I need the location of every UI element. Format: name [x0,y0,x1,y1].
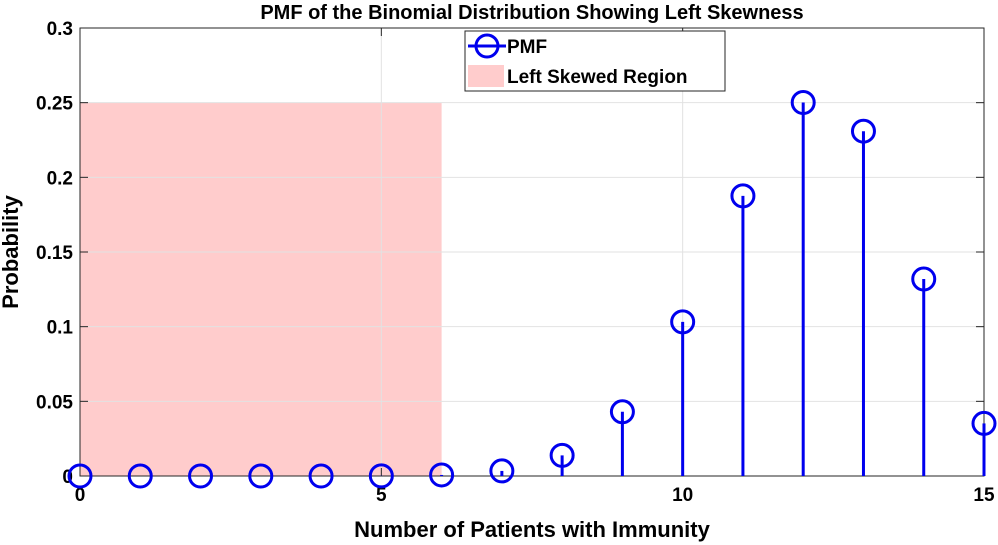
y-tick-label: 0.2 [47,168,73,189]
pmf-point [308,463,334,489]
pmf-point [790,90,816,116]
y-tick-label: 0.1 [47,318,74,339]
y-tick-label: 0.05 [36,392,73,413]
x-tick-label: 0 [75,485,86,506]
legend: PMF Left Skewed Region [464,30,726,92]
pmf-point [368,463,394,489]
x-tick-label: 10 [672,485,693,506]
x-tick-label: 5 [376,485,387,506]
pmf-point [730,183,756,209]
pmf-series [67,90,997,489]
x-axis-title: Number of Patients with Immunity [354,517,710,542]
pmf-point [248,463,274,489]
pmf-point [911,266,937,292]
y-tick-label: 0.15 [36,243,73,264]
pmf-point [127,463,153,489]
chart-title: PMF of the Binomial Distribution Showing… [260,2,803,24]
pmf-point [850,118,876,144]
x-tick-label: 15 [973,485,995,506]
y-tick-label: 0.25 [36,94,73,115]
pmf-point [489,458,515,484]
grid-lines [80,28,984,476]
pmf-point [188,463,214,489]
y-axis-title: Probability [0,194,23,308]
legend-shade-label: Left Skewed Region [507,67,688,88]
legend-pmf-marker [474,33,500,59]
legend-box [464,30,726,92]
pmf-point [971,410,997,436]
y-tick-label: 0.3 [47,19,73,40]
left-skewed-region [80,102,442,477]
pmf-point [67,463,93,489]
pmf-point [549,442,575,468]
pmf-point [609,399,635,425]
pmf-point [429,462,455,488]
pmf-point [670,309,696,335]
legend-shade-swatch [468,65,504,87]
legend-pmf-label: PMF [507,37,547,58]
